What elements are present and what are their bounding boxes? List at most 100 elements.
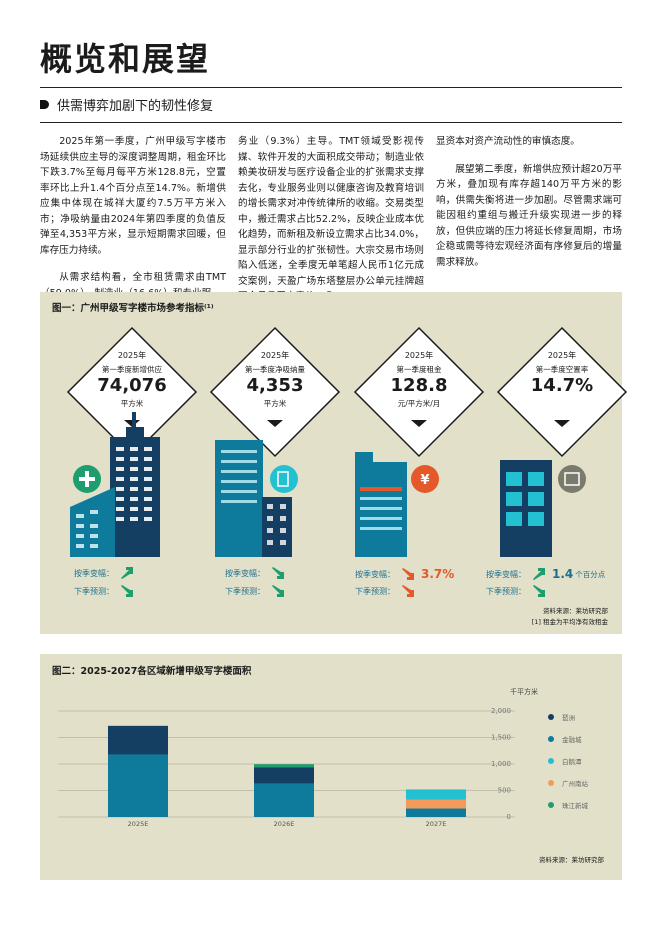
change-value: 3.7% bbox=[421, 567, 455, 581]
qoq-label: 按季变幅： bbox=[225, 568, 265, 578]
legend-item: 珠江新城 bbox=[548, 800, 588, 810]
paragraph: 显资本对资产流动性的审慎态度。 bbox=[436, 136, 580, 147]
building-1-icon bbox=[70, 412, 160, 557]
diamond-frame bbox=[209, 326, 341, 458]
qoq-change-row: 按季变幅： 1.4 个百分点 bbox=[486, 567, 605, 581]
arrow-down-icon bbox=[272, 585, 284, 597]
legend-label: 金融城 bbox=[562, 736, 582, 744]
forecast-row: 下季预测： bbox=[486, 585, 546, 597]
figure1-panel: 图一：广州甲级写字楼市场参考指标⁽¹⁾ 2025年第一季度新增供应 74,076 平… bbox=[40, 292, 628, 634]
legend-swatch bbox=[548, 758, 554, 764]
building-4-icon bbox=[500, 460, 586, 557]
building-2-icon bbox=[215, 440, 298, 557]
text-column-3: 显资本对资产流动性的审慎态度。 展望第二季度，新增供应预计超20万平方米，叠加现… bbox=[436, 134, 622, 282]
legend-swatch bbox=[548, 780, 554, 786]
forecast-label: 下季预测： bbox=[225, 586, 265, 596]
title-rule bbox=[40, 87, 622, 88]
y-tick-label: 0 bbox=[507, 813, 511, 821]
x-tick-label: 2027E bbox=[426, 820, 447, 828]
qoq-label: 按季变幅： bbox=[355, 569, 395, 579]
change-unit: 个百分点 bbox=[575, 569, 606, 579]
metric-value: 4,353 bbox=[246, 375, 304, 396]
figure2-source: 资料来源：莱坊研究部 bbox=[539, 856, 604, 864]
figure2-panel: 图二：2025-2027各区域新增甲级写字楼面积 千平方米 0 500 1,000 1… bbox=[40, 654, 622, 880]
figure1-title: 图一：广州甲级写字楼市场参考指标⁽¹⁾ bbox=[52, 303, 214, 314]
metric-label: 第一季度净吸纳量 bbox=[245, 365, 305, 374]
metric-year: 2025年 bbox=[404, 351, 434, 360]
qoq-change-row: 按季变幅： bbox=[225, 567, 285, 579]
legend-label: 白鹅潭 bbox=[562, 758, 582, 766]
legend-item: 琶洲 bbox=[548, 712, 575, 722]
paragraph: 务业（9.3%）主导。TMT领域受影视传媒、软件开发的大面积成交带动；制造业依赖… bbox=[238, 136, 424, 302]
bar-segment-2025E-金融城 bbox=[108, 754, 168, 817]
legend-item: 白鹅潭 bbox=[548, 756, 582, 766]
legend-label: 广州南站 bbox=[562, 780, 588, 788]
y-axis-unit: 千平方米 bbox=[510, 688, 538, 696]
change-value: 1.4 bbox=[552, 567, 574, 581]
qoq-change-row: 按季变幅： bbox=[74, 567, 134, 579]
legend-swatch bbox=[548, 802, 554, 808]
legend-swatch bbox=[548, 714, 554, 720]
arrow-down-icon bbox=[272, 567, 284, 579]
legend-label: 珠江新城 bbox=[562, 802, 588, 810]
y-tick-label: 1,000 bbox=[491, 760, 511, 768]
text-column-1: 2025年第一季度，广州甲级写字楼市场延续供应主导的深度调整周期，租金环比下跌3… bbox=[40, 134, 226, 313]
metric-unit: 元/平方米/月 bbox=[397, 399, 441, 408]
diamond-frame bbox=[496, 326, 628, 458]
arrow-down-icon bbox=[402, 585, 414, 597]
diamond-frame bbox=[353, 326, 485, 458]
x-tick-label: 2025E bbox=[128, 820, 149, 828]
metric-year: 2025年 bbox=[547, 351, 577, 360]
metric-year: 2025年 bbox=[117, 351, 147, 360]
arrow-down-icon bbox=[121, 585, 133, 597]
qoq-label: 按季变幅： bbox=[486, 569, 526, 579]
figure1-note: [1] 租金为平均净有效租金 bbox=[531, 618, 608, 626]
figure1-source: 资料来源：莱坊研究部 bbox=[543, 607, 608, 615]
arrow-up-icon bbox=[533, 568, 545, 580]
metric-diamond: 2025年第一季度新增供应 74,076 平方米 bbox=[66, 326, 198, 458]
metric-unit: 平方米 bbox=[120, 399, 144, 408]
figure2-title: 图二：2025-2027各区域新增甲级写字楼面积 bbox=[52, 666, 252, 677]
y-tick-label: 2,000 bbox=[491, 707, 511, 715]
arrow-down-icon bbox=[402, 568, 414, 580]
arrow-down-icon bbox=[533, 585, 545, 597]
metric-value: 74,076 bbox=[97, 375, 167, 396]
metric-diamond: 2025年 第一季度空置率 14.7% bbox=[496, 326, 628, 458]
bar-segment-2027E-白鹅潭 bbox=[406, 789, 466, 800]
subheading: 供需博弈加剧下的韧性修复 bbox=[40, 95, 213, 114]
legend-item: 广州南站 bbox=[548, 778, 588, 788]
legend-label: 琶洲 bbox=[562, 714, 575, 722]
bar-segment-2025E-琶洲 bbox=[108, 725, 168, 755]
subheading-text: 供需博弈加剧下的韧性修复 bbox=[57, 99, 214, 114]
legend-swatch bbox=[548, 736, 554, 742]
paragraph: 2025年第一季度，广州甲级写字楼市场延续供应主导的深度调整周期，租金环比下跌3… bbox=[40, 136, 226, 256]
svg-text:¥: ¥ bbox=[420, 473, 429, 488]
qoq-label: 按季变幅： bbox=[74, 568, 114, 578]
buildings-illustration: ¥ bbox=[70, 412, 586, 557]
metric-label: 第一季度空置率 bbox=[535, 365, 589, 374]
stacked-bar-chart: 0 500 1,000 1,500 2,000 2025E 2026E 2027E bbox=[58, 707, 515, 828]
bullet-icon bbox=[40, 100, 49, 109]
paragraph: 展望第二季度，新增供应预计超20万平方米，叠加现有库存超140万平方米的影响，供… bbox=[436, 163, 622, 268]
forecast-label: 下季预测： bbox=[355, 586, 395, 596]
qoq-change-row: 按季变幅： 3.7% bbox=[355, 567, 454, 581]
forecast-label: 下季预测： bbox=[74, 586, 114, 596]
metric-diamond: 2025年 第一季度净吸纳量 4,353 平方米 bbox=[209, 326, 341, 458]
forecast-row: 下季预测： bbox=[74, 585, 134, 597]
page-title: 概览和展望 bbox=[40, 40, 211, 78]
metric-label: 第一季度租金 bbox=[396, 365, 442, 374]
forecast-row: 下季预测： bbox=[355, 585, 415, 597]
metric-value: 128.8 bbox=[390, 375, 448, 396]
legend-item: 金融城 bbox=[548, 734, 582, 744]
metric-unit: 平方米 bbox=[263, 399, 287, 408]
bar-segment-2026E-珠江新城 bbox=[254, 764, 314, 768]
subhead-rule bbox=[40, 122, 622, 123]
bar-segment-2026E-琶洲 bbox=[254, 767, 314, 784]
building-3-icon: ¥ bbox=[355, 452, 439, 557]
bar-segment-2026E-金融城 bbox=[254, 783, 314, 817]
x-tick-label: 2026E bbox=[274, 820, 295, 828]
text-column-2: 务业（9.3%）主导。TMT领域受影视传媒、软件开发的大面积成交带动；制造业依赖… bbox=[238, 134, 424, 317]
bar-segment-2027E-金融城 bbox=[406, 808, 466, 817]
y-tick-label: 1,500 bbox=[491, 734, 511, 742]
metric-label: 第一季度新增供应 bbox=[102, 365, 162, 374]
